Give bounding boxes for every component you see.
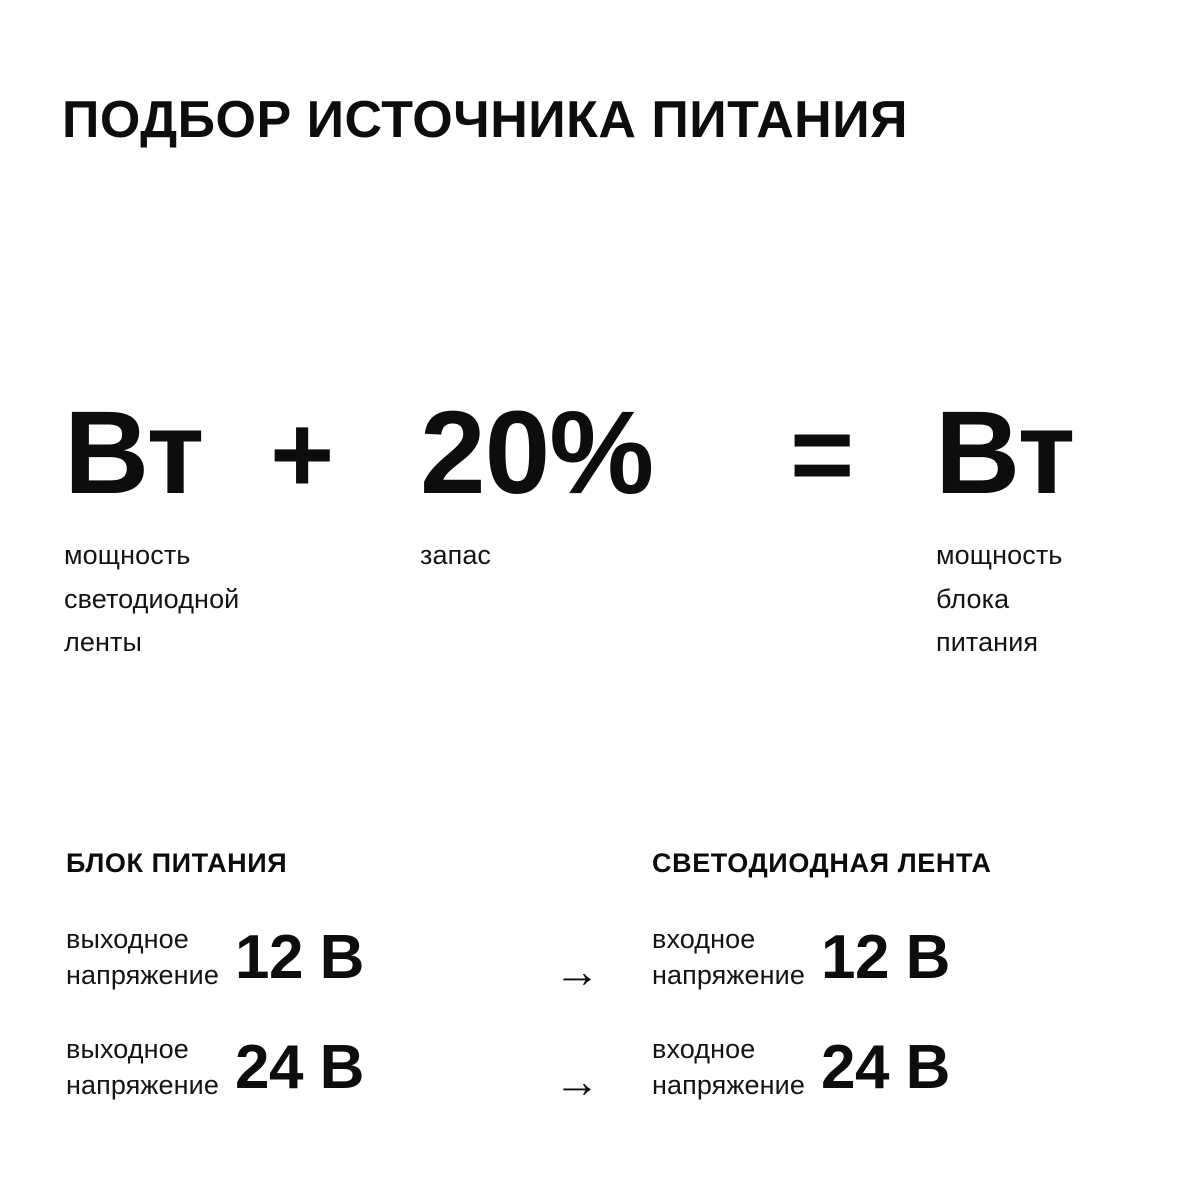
power-supply-column: БЛОК ПИТАНИЯ выходное напряжение 12 В вых… bbox=[66, 848, 536, 1135]
power-supply-label-24v: выходное напряжение bbox=[66, 1034, 219, 1100]
led-strip-value-24v: 24 В bbox=[820, 1033, 950, 1102]
formula-left-caption: мощность светодиодной ленты bbox=[64, 540, 240, 658]
equals-operator-icon: = bbox=[790, 393, 855, 516]
led-strip-row-24v: входное напряжение 24 В bbox=[652, 1025, 1122, 1111]
arrow-right-icon-24v: → bbox=[554, 1055, 600, 1107]
formula-right-caption: мощность блока питания bbox=[936, 540, 1063, 658]
power-supply-label-12v: выходное напряжение bbox=[66, 924, 219, 990]
power-supply-value-24v: 24 В bbox=[234, 1033, 364, 1102]
power-supply-row-12v: выходное напряжение 12 В bbox=[66, 915, 536, 1001]
power-supply-heading: БЛОК ПИТАНИЯ bbox=[66, 848, 288, 878]
led-strip-heading: СВЕТОДИОДНАЯ ЛЕНТА bbox=[652, 848, 992, 878]
led-strip-label-12v: входное напряжение bbox=[652, 924, 805, 990]
led-strip-label-24v: входное напряжение bbox=[652, 1034, 805, 1100]
led-strip-value-12v: 12 В bbox=[820, 923, 950, 992]
power-supply-value-12v: 12 В bbox=[234, 923, 364, 992]
formula-right-term: Вт bbox=[935, 387, 1075, 519]
formula-left-term: Вт bbox=[64, 387, 204, 519]
page-title: ПОДБОР ИСТОЧНИКА ПИТАНИЯ bbox=[62, 90, 908, 149]
plus-operator-icon: + bbox=[270, 393, 335, 516]
formula-block: Вт + 20% = Вт мощность светодиодной ленты … bbox=[0, 386, 1200, 686]
led-strip-column: СВЕТОДИОДНАЯ ЛЕНТА входное напряжение 12 … bbox=[652, 848, 1122, 1135]
formula-middle-caption: запас bbox=[420, 540, 492, 570]
arrow-right-icon-12v: → bbox=[554, 945, 600, 997]
led-strip-row-12v: входное напряжение 12 В bbox=[652, 915, 1122, 1001]
power-supply-row-24v: выходное напряжение 24 В bbox=[66, 1025, 536, 1111]
formula-percent-term: 20% bbox=[420, 387, 654, 519]
